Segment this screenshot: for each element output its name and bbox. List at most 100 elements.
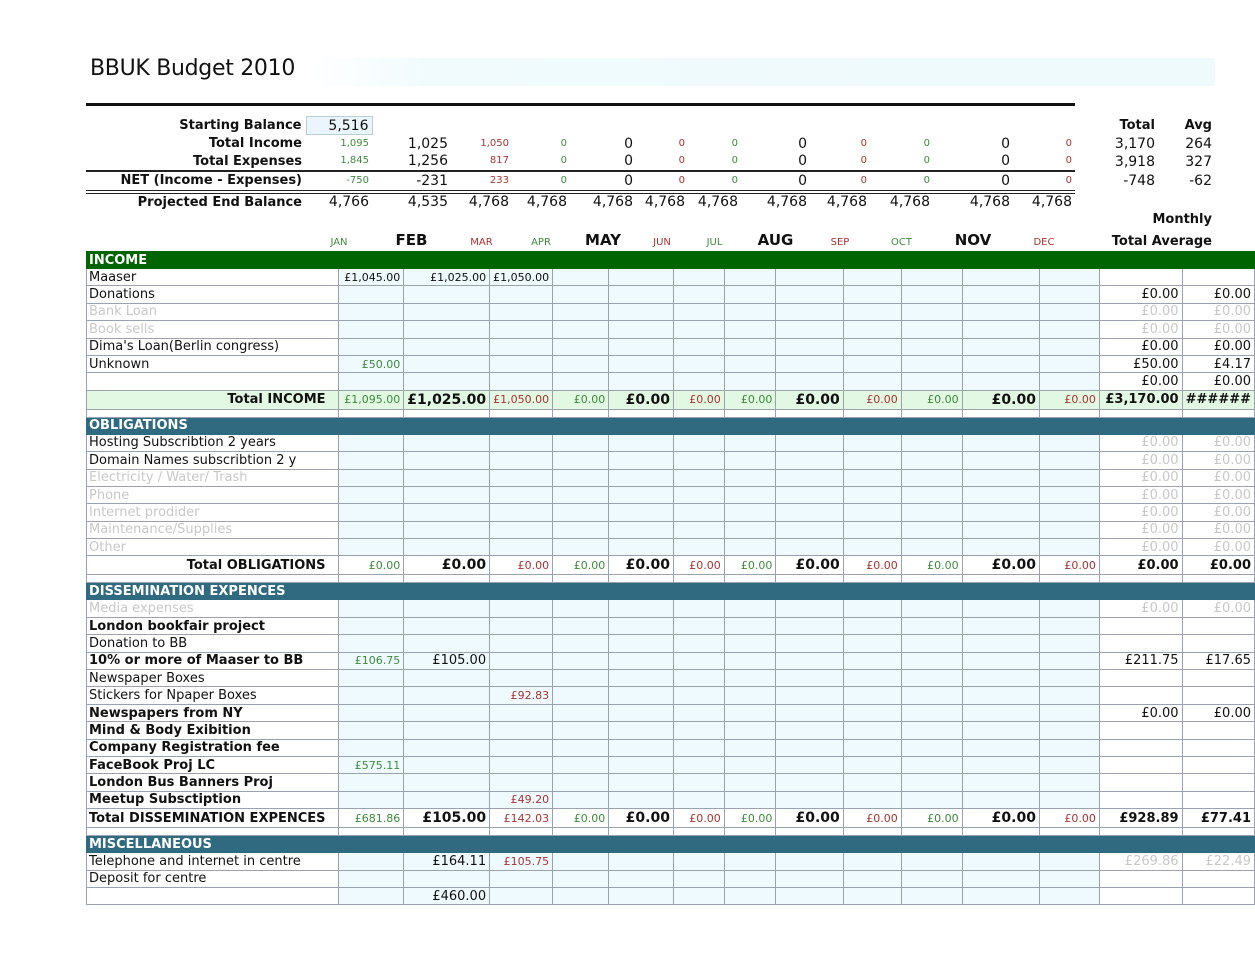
cell-jul[interactable]	[723, 686, 777, 705]
cell-dec[interactable]	[1038, 686, 1100, 705]
cell-total[interactable]: £0.00	[1098, 468, 1183, 487]
cell-may[interactable]: £0.00	[608, 808, 674, 829]
cell-avg[interactable]: £0.00	[1181, 372, 1255, 391]
cell-avg[interactable]	[1181, 721, 1255, 740]
row-label[interactable]: Total DISSEMINATION EXPENCES	[86, 808, 339, 829]
cell-oct[interactable]	[900, 337, 963, 356]
row-label[interactable]: Deposit for centre	[86, 869, 339, 888]
cell-total[interactable]: £0.00	[1098, 337, 1183, 356]
cell-jan[interactable]	[337, 538, 405, 557]
cell-feb[interactable]	[403, 337, 491, 356]
cell-total[interactable]	[1098, 869, 1183, 888]
cell-jan[interactable]	[337, 485, 405, 505]
cell-feb[interactable]	[403, 869, 491, 888]
cell-feb[interactable]	[403, 538, 491, 557]
cell-feb[interactable]: £105.00	[403, 808, 491, 829]
cell-apr[interactable]	[552, 285, 610, 304]
cell-jun[interactable]	[672, 538, 725, 557]
row-label[interactable]: Stickers for Npaper Boxes	[86, 686, 339, 705]
row-label[interactable]: Meetup Subsctiption	[86, 790, 339, 810]
cell-sep[interactable]	[842, 852, 902, 871]
cell-avg[interactable]: £0.00	[1181, 555, 1255, 576]
cell-apr[interactable]	[552, 634, 610, 653]
cell-oct[interactable]: £0.00	[900, 808, 963, 829]
cell-sep[interactable]	[842, 538, 902, 557]
cell-total[interactable]: £50.00	[1098, 354, 1183, 374]
row-label[interactable]: Maaser	[86, 267, 339, 287]
cell-jul[interactable]: £0.00	[723, 389, 777, 410]
row-label[interactable]: FaceBook Proj LC	[86, 755, 339, 775]
cell-dec[interactable]	[1038, 433, 1100, 453]
cell-dec[interactable]	[1038, 485, 1100, 505]
cell-mar[interactable]	[489, 599, 554, 618]
cell-total[interactable]: £0.00	[1098, 433, 1183, 453]
cell-nov[interactable]	[961, 755, 1040, 775]
cell-aug[interactable]	[775, 703, 844, 723]
cell-nov[interactable]	[961, 354, 1040, 374]
cell-oct[interactable]	[900, 790, 963, 810]
cell-may[interactable]	[608, 285, 674, 304]
cell-jul[interactable]	[723, 790, 777, 810]
cell-total[interactable]: £0.00	[1098, 538, 1183, 557]
cell-nov[interactable]	[961, 651, 1040, 671]
cell-apr[interactable]	[552, 651, 610, 671]
cell-sep[interactable]	[842, 451, 902, 470]
cell-dec[interactable]	[1038, 634, 1100, 653]
cell-mar[interactable]	[489, 285, 554, 304]
cell-total[interactable]	[1098, 616, 1183, 636]
cell-oct[interactable]	[900, 651, 963, 671]
cell-mar[interactable]	[489, 485, 554, 505]
row-label[interactable]: Newspapers from NY	[86, 703, 339, 723]
cell-feb[interactable]	[403, 703, 491, 723]
cell-apr[interactable]	[552, 520, 610, 540]
cell-oct[interactable]: £0.00	[900, 555, 963, 576]
cell-mar[interactable]	[489, 337, 554, 356]
cell-jul[interactable]	[723, 320, 777, 339]
cell-may[interactable]	[608, 267, 674, 287]
cell-sep[interactable]	[842, 773, 902, 792]
cell-aug[interactable]	[775, 773, 844, 792]
cell-aug[interactable]	[775, 433, 844, 453]
cell-total[interactable]: £0.00	[1098, 320, 1183, 339]
cell-jul[interactable]: £0.00	[723, 808, 777, 829]
cell-apr[interactable]	[552, 773, 610, 792]
cell-may[interactable]	[608, 721, 674, 740]
cell-avg[interactable]	[1181, 686, 1255, 705]
cell-may[interactable]	[608, 634, 674, 653]
cell-oct[interactable]	[900, 616, 963, 636]
row-label[interactable]: Electricity / Water/ Trash	[86, 468, 339, 487]
cell-total[interactable]	[1098, 634, 1183, 653]
cell-oct[interactable]	[900, 886, 963, 906]
row-label[interactable]: Total OBLIGATIONS	[86, 555, 339, 576]
row-label[interactable]: Domain Names subscribtion 2 y	[86, 451, 339, 470]
cell-jun[interactable]	[672, 337, 725, 356]
cell-dec[interactable]	[1038, 520, 1100, 540]
cell-jun[interactable]	[672, 267, 725, 287]
cell-feb[interactable]	[403, 320, 491, 339]
cell-avg[interactable]: £0.00	[1181, 538, 1255, 557]
cell-avg[interactable]	[1181, 790, 1255, 810]
row-label[interactable]: Dima's Loan(Berlin congress)	[86, 337, 339, 356]
cell-aug[interactable]	[775, 616, 844, 636]
cell-jun[interactable]	[672, 738, 725, 757]
cell-feb[interactable]	[403, 285, 491, 304]
cell-avg[interactable]: £0.00	[1181, 503, 1255, 522]
cell-jun[interactable]	[672, 616, 725, 636]
cell-may[interactable]	[608, 320, 674, 339]
cell-jan[interactable]	[337, 886, 405, 906]
cell-dec[interactable]	[1038, 285, 1100, 304]
cell-total[interactable]: £0.00	[1098, 285, 1183, 304]
cell-oct[interactable]	[900, 721, 963, 740]
row-label[interactable]	[86, 372, 339, 391]
cell-jun[interactable]	[672, 703, 725, 723]
cell-dec[interactable]	[1038, 320, 1100, 339]
cell-apr[interactable]	[552, 267, 610, 287]
cell-oct[interactable]	[900, 869, 963, 888]
cell-mar[interactable]	[489, 869, 554, 888]
cell-feb[interactable]: £0.00	[403, 555, 491, 576]
cell-may[interactable]	[608, 616, 674, 636]
cell-nov[interactable]	[961, 520, 1040, 540]
row-label[interactable]: Mind & Body Exibition	[86, 721, 339, 740]
cell-nov[interactable]	[961, 337, 1040, 356]
cell-mar[interactable]	[489, 738, 554, 757]
